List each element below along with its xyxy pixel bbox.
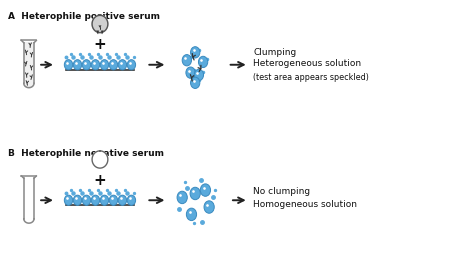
Circle shape <box>186 208 197 220</box>
Circle shape <box>73 195 82 205</box>
Text: +: + <box>93 37 106 52</box>
Circle shape <box>127 60 136 70</box>
Text: Homogeneous solution: Homogeneous solution <box>253 200 357 209</box>
Polygon shape <box>92 151 108 168</box>
Circle shape <box>100 195 109 205</box>
Text: Heterogeneous solution: Heterogeneous solution <box>253 59 361 68</box>
Circle shape <box>64 60 73 70</box>
Circle shape <box>191 77 200 89</box>
Circle shape <box>109 60 118 70</box>
Text: A  Heterophile positive serum: A Heterophile positive serum <box>9 12 161 21</box>
Polygon shape <box>24 178 34 223</box>
Polygon shape <box>24 43 34 88</box>
Circle shape <box>118 195 127 205</box>
Circle shape <box>191 47 200 58</box>
Text: No clumping: No clumping <box>253 187 310 196</box>
Circle shape <box>91 60 100 70</box>
Circle shape <box>109 195 118 205</box>
Circle shape <box>82 195 91 205</box>
Circle shape <box>82 60 91 70</box>
Circle shape <box>199 56 208 68</box>
Circle shape <box>186 67 195 78</box>
Circle shape <box>201 184 210 196</box>
Circle shape <box>177 191 187 204</box>
Circle shape <box>190 187 201 200</box>
Circle shape <box>91 195 100 205</box>
Circle shape <box>182 55 191 66</box>
Circle shape <box>100 60 109 70</box>
Text: B  Heterophile negative serum: B Heterophile negative serum <box>9 149 164 158</box>
Polygon shape <box>92 15 108 33</box>
Circle shape <box>204 201 214 213</box>
Circle shape <box>194 69 203 81</box>
Circle shape <box>64 195 73 205</box>
Circle shape <box>118 60 127 70</box>
Text: Clumping: Clumping <box>253 48 297 57</box>
Circle shape <box>127 195 136 205</box>
Circle shape <box>73 60 82 70</box>
Text: +: + <box>93 173 106 188</box>
Text: (test area appears speckled): (test area appears speckled) <box>253 73 369 82</box>
